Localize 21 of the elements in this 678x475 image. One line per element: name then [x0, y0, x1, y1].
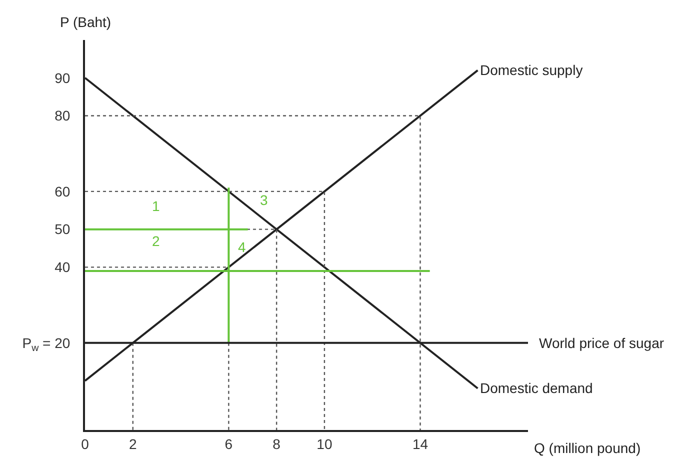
y-tick-label: 40	[54, 259, 70, 276]
y-tick-label: 60	[54, 183, 70, 200]
x-tick-label: 10	[316, 436, 332, 452]
annotation: 4	[238, 239, 246, 255]
annotation: 2	[152, 233, 160, 249]
y-tick-label: P$_{w}$ = 20	[22, 334, 70, 354]
y-axis-title: P (Baht)	[60, 14, 112, 30]
y-tick-label: 80	[54, 108, 70, 124]
annotation: 1	[152, 198, 160, 214]
y-tick-label: 50	[54, 221, 70, 238]
x-tick-label: 2	[128, 436, 137, 452]
x-tick-label: 6	[224, 436, 233, 452]
y-tick-label: 90	[54, 70, 70, 86]
x-tick-label: 14	[412, 436, 428, 452]
ref-line-label: World price of sugar	[539, 335, 664, 351]
annotation: Domestic supply	[480, 62, 583, 78]
x-axis-title: Q (million pound)	[534, 440, 641, 456]
x-tick-label: 0	[81, 436, 90, 452]
annotation: 3	[260, 192, 268, 208]
x-tick-label: 8	[272, 436, 281, 452]
annotation: Domestic demand	[480, 380, 593, 396]
